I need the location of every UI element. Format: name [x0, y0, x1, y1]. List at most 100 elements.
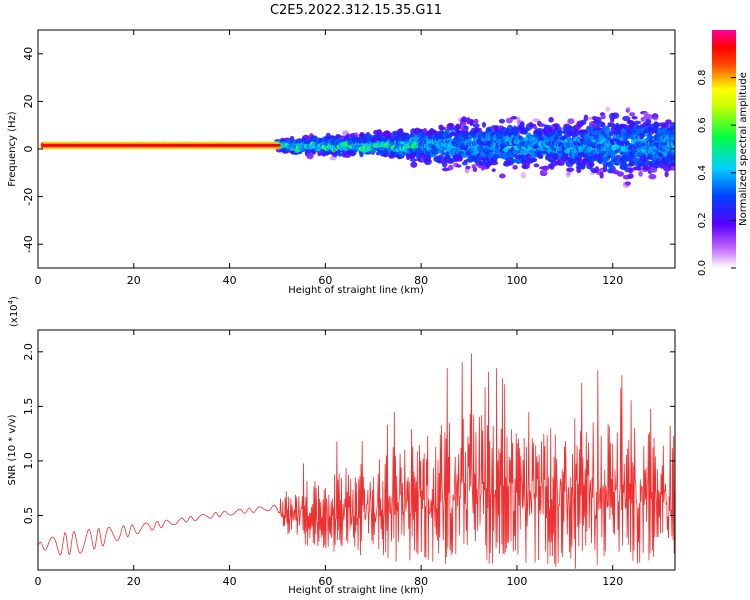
ridge-core: [220, 144, 223, 147]
spectral-cell: [487, 126, 492, 132]
ridge-core: [164, 144, 168, 147]
spectral-cell: [633, 120, 642, 125]
ridge-core: [81, 144, 85, 147]
ridge-core: [73, 144, 77, 147]
spectral-cell: [463, 125, 469, 129]
spectrogram-panel: 0 20 40 60 80 100 120 -40 -20 0 20 40 Height of str…: [7, 29, 749, 296]
spectral-cell: [611, 112, 620, 119]
ridge-core: [90, 144, 94, 147]
ridge-core: [224, 144, 228, 147]
ridge-core: [172, 144, 176, 147]
ridge-core: [162, 144, 166, 147]
spectral-cell: [566, 172, 571, 178]
ridge-core: [270, 144, 274, 147]
ridge-core: [231, 144, 235, 147]
x-tick-label: 120: [602, 274, 623, 287]
snr-frame: [37, 329, 676, 571]
ridge-core: [150, 144, 154, 147]
spectral-cell: [441, 167, 451, 172]
ridge-cell: [463, 145, 468, 151]
spectral-cell: [448, 164, 454, 171]
ridge-core: [140, 144, 144, 147]
spectral-cell: [619, 123, 624, 130]
y-tick-label: -20: [22, 188, 35, 206]
y-tick-label: 40: [22, 47, 35, 61]
spectral-cell: [616, 171, 625, 177]
colorbar-tick-label: 0.2: [697, 212, 708, 228]
spectral-cell: [624, 181, 632, 186]
ridge-core: [267, 144, 271, 147]
ridge-core: [152, 144, 156, 147]
snr-series-line: [38, 353, 675, 569]
spectral-cell: [628, 167, 634, 174]
spectral-cell: [335, 134, 341, 139]
ridge-core: [45, 144, 49, 147]
spectral-cell: [512, 164, 518, 170]
spectral-cell: [556, 130, 566, 134]
spectrogram-y-label: Frequency (Hz): [7, 111, 18, 187]
spectral-cell: [588, 161, 595, 168]
spectral-cell: [473, 118, 479, 124]
ridge-core: [117, 144, 121, 147]
ridge-core: [119, 144, 123, 147]
ridge-core: [160, 144, 164, 147]
snr-y-label: SNR (10 * v/v): [7, 414, 18, 485]
colorbar-label: Normalized spectral amplitude: [738, 72, 749, 226]
ridge-core: [97, 144, 101, 147]
spectral-cell: [567, 118, 575, 125]
colorbar-gradient: [712, 30, 736, 268]
ridge-core: [61, 144, 65, 147]
ridge-core: [217, 144, 221, 147]
ridge-core: [198, 144, 202, 147]
ridge-core: [78, 144, 82, 147]
ridge-core: [169, 144, 173, 147]
spectral-cell: [627, 173, 634, 179]
spectral-cell: [531, 158, 536, 163]
spectral-cell: [505, 117, 513, 124]
spectral-cell: [491, 168, 496, 172]
ridge-core: [236, 144, 240, 147]
spectral-cell: [538, 150, 546, 155]
x-tick-label: 100: [506, 575, 527, 588]
ridge-core: [188, 144, 192, 147]
ridge-core: [255, 144, 259, 147]
ridge-core: [138, 144, 142, 147]
ridge-core: [121, 144, 125, 147]
spectral-cell: [525, 153, 532, 160]
colorbar-tick-label: 0.6: [697, 117, 708, 133]
spectral-cell: [665, 119, 672, 125]
x-tick-label: 60: [318, 274, 332, 287]
ridge-core: [109, 144, 113, 147]
x-tick-label: 60: [318, 575, 332, 588]
spectral-cell: [672, 158, 675, 164]
spectral-cell: [532, 125, 538, 130]
x-tick-label: 0: [35, 575, 42, 588]
spectral-cell: [631, 116, 638, 120]
x-tick-label: 120: [602, 575, 623, 588]
ridge-core: [246, 144, 250, 147]
spectral-cell: [629, 112, 636, 117]
ridge-core: [241, 144, 245, 147]
spectral-cell: [541, 165, 550, 171]
ridge-core: [181, 144, 185, 147]
spectral-cell: [429, 127, 435, 134]
spectral-cell: [609, 117, 615, 123]
ridge-core: [196, 144, 200, 147]
ridge-core: [212, 144, 216, 147]
spectral-cell: [672, 155, 675, 160]
ridge-core: [234, 144, 238, 147]
spectral-cell: [538, 154, 544, 160]
spectral-cell: [398, 128, 404, 133]
ridge-core: [253, 144, 257, 147]
ridge-core: [143, 144, 147, 147]
ridge-core: [102, 144, 106, 147]
spectral-cell: [600, 121, 606, 128]
spectrogram-marks: [40, 106, 675, 189]
spectral-cell: [642, 166, 651, 171]
y-tick-label: 1.5: [22, 398, 35, 416]
spectral-cell: [566, 125, 573, 131]
ridge-core: [203, 144, 207, 147]
x-tick-label: 20: [127, 575, 141, 588]
spectral-cell: [548, 117, 554, 123]
ridge-core: [277, 144, 281, 147]
